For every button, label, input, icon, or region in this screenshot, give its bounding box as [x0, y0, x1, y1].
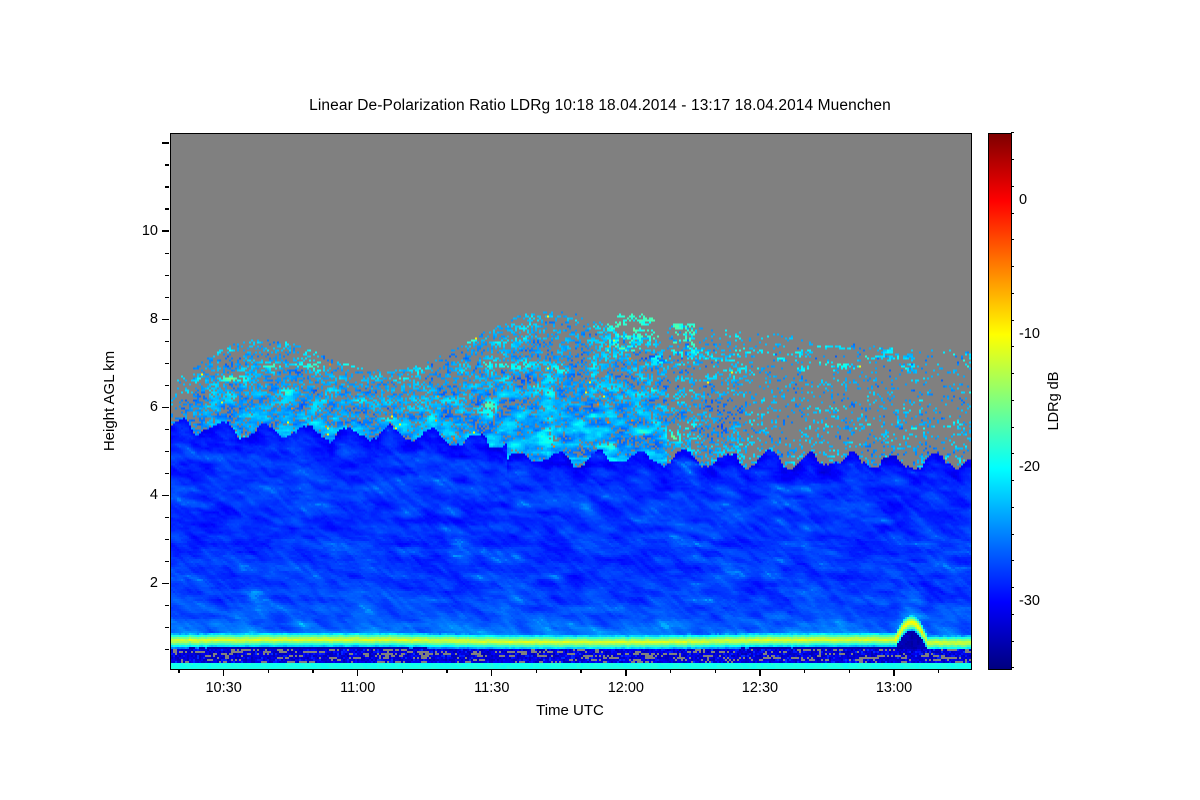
y-axis-tick-label: 10	[141, 223, 158, 240]
x-axis-minor-tick	[580, 669, 582, 674]
page-title: Linear De-Polarization Ratio LDRg 10:18 …	[309, 97, 891, 114]
colorbar-minor-tick	[1011, 560, 1014, 562]
x-axis-major-tick	[491, 669, 493, 677]
x-axis-tick-label: 10:30	[205, 680, 242, 696]
y-axis-minor-tick	[164, 164, 169, 166]
colorbar-minor-tick	[1011, 533, 1014, 535]
y-axis-tick-label: 8	[149, 311, 158, 328]
y-axis-minor-tick	[164, 296, 169, 298]
heatmap-plot-area[interactable]	[170, 133, 972, 670]
x-axis-major-tick	[759, 669, 761, 677]
y-axis-minor-tick	[164, 450, 169, 453]
x-axis-minor-tick	[401, 669, 404, 674]
y-axis-tick-label: 6	[149, 399, 158, 416]
y-axis-minor-tick	[164, 186, 169, 188]
y-axis-minor-tick	[164, 384, 169, 386]
colorbar-minor-tick	[1011, 346, 1014, 348]
colorbar-minor-tick	[1011, 132, 1014, 134]
x-axis-minor-tick	[848, 669, 851, 674]
x-axis-major-tick	[893, 669, 895, 677]
x-axis-major-tick	[625, 669, 627, 677]
y-axis-minor-tick	[164, 604, 169, 607]
y-axis-minor-tick	[164, 208, 169, 210]
colorbar-minor-tick	[1011, 506, 1014, 508]
x-axis-minor-tick	[535, 669, 538, 674]
y-axis-minor-tick	[164, 626, 169, 629]
heatmap-image	[171, 134, 971, 669]
colorbar-minor-tick	[1011, 319, 1014, 321]
x-axis-title: Time UTC	[536, 702, 604, 719]
y-axis-title: Height AGL km	[101, 350, 118, 451]
x-axis-minor-tick	[714, 669, 716, 674]
y-axis-major-tick	[161, 318, 169, 320]
y-axis-minor-tick	[164, 538, 169, 541]
colorbar-minor-tick	[1011, 266, 1014, 268]
colorbar-title: LDRg dB	[1046, 371, 1062, 430]
y-axis-major-tick	[161, 230, 169, 232]
y-axis-tick-label: 2	[149, 575, 158, 592]
x-axis-minor-tick	[803, 669, 806, 674]
colorbar-minor-tick	[1011, 640, 1014, 642]
colorbar-tick-label: -20	[1019, 459, 1040, 476]
colorbar-minor-tick	[1011, 185, 1014, 187]
y-axis-minor-tick	[164, 252, 169, 254]
x-axis-major-tick	[357, 669, 359, 677]
x-axis-minor-tick	[446, 669, 448, 674]
x-axis-tick-label: 11:30	[474, 680, 510, 696]
x-axis-minor-tick	[312, 669, 314, 674]
y-axis-minor-tick	[164, 560, 169, 563]
colorbar[interactable]	[988, 133, 1012, 670]
y-axis-minor-tick	[164, 428, 169, 431]
x-axis-tick-label: 13:00	[875, 680, 913, 696]
y-axis-major-tick	[161, 582, 169, 585]
colorbar-minor-tick	[1011, 159, 1014, 161]
colorbar-minor-tick	[1011, 613, 1014, 615]
x-axis-minor-tick	[267, 669, 269, 674]
colorbar-minor-tick	[1011, 399, 1014, 401]
x-axis-major-tick	[222, 669, 225, 677]
y-axis-minor-tick	[164, 362, 169, 364]
y-axis-minor-tick	[164, 274, 169, 276]
colorbar-tick-label: 0	[1019, 191, 1028, 208]
y-axis-tick-label: 4	[149, 487, 158, 504]
colorbar-minor-tick	[1011, 426, 1014, 428]
colorbar-minor-tick	[1011, 667, 1014, 669]
colorbar-minor-tick	[1011, 373, 1014, 375]
x-axis-minor-tick	[938, 669, 940, 674]
x-axis-tick-label: 12:30	[741, 680, 779, 696]
x-axis-tick-label: 12:00	[607, 680, 645, 696]
colorbar-minor-tick	[1011, 453, 1014, 455]
y-axis-minor-tick	[164, 648, 169, 651]
x-axis-minor-tick	[178, 669, 180, 674]
y-axis-minor-tick	[164, 516, 169, 519]
y-axis-minor-tick	[164, 340, 169, 342]
colorbar-tick-label: -30	[1019, 593, 1040, 610]
x-axis-tick-label: 11:00	[340, 680, 376, 696]
y-axis-major-tick	[161, 494, 169, 497]
colorbar-minor-tick	[1011, 480, 1014, 482]
colorbar-minor-tick	[1011, 587, 1014, 589]
y-axis-minor-tick	[164, 472, 169, 475]
y-axis-major-tick	[161, 406, 169, 409]
y-axis-major-tick	[161, 142, 169, 144]
colorbar-minor-tick	[1011, 239, 1014, 241]
colorbar-minor-tick	[1011, 292, 1014, 294]
colorbar-tick-label: -10	[1019, 325, 1040, 342]
colorbar-gradient	[989, 134, 1011, 669]
colorbar-minor-tick	[1011, 212, 1014, 214]
x-axis-minor-tick	[669, 669, 672, 674]
